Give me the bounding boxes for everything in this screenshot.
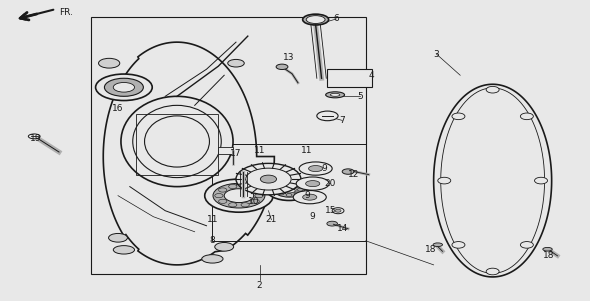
Ellipse shape (218, 199, 227, 203)
Ellipse shape (278, 184, 284, 187)
Ellipse shape (241, 185, 250, 189)
Ellipse shape (202, 255, 223, 263)
Ellipse shape (228, 185, 237, 189)
Ellipse shape (317, 111, 338, 121)
Ellipse shape (294, 184, 300, 187)
Ellipse shape (236, 163, 301, 195)
Text: 4: 4 (369, 71, 375, 80)
Ellipse shape (275, 188, 281, 191)
Ellipse shape (224, 189, 254, 203)
Text: 10: 10 (248, 197, 260, 206)
Ellipse shape (309, 166, 323, 172)
Text: 18: 18 (425, 245, 437, 254)
Ellipse shape (215, 194, 223, 198)
Ellipse shape (303, 14, 329, 25)
Ellipse shape (278, 192, 284, 195)
Text: 19: 19 (30, 134, 41, 143)
Ellipse shape (535, 177, 548, 184)
Ellipse shape (96, 74, 152, 101)
Ellipse shape (241, 203, 250, 207)
Ellipse shape (133, 105, 221, 178)
Ellipse shape (276, 64, 288, 70)
Ellipse shape (113, 82, 135, 92)
Text: 5: 5 (357, 92, 363, 101)
Ellipse shape (28, 134, 40, 139)
Ellipse shape (213, 183, 265, 208)
Text: 18: 18 (543, 251, 555, 260)
Ellipse shape (294, 192, 300, 195)
Ellipse shape (306, 181, 320, 187)
Ellipse shape (228, 203, 237, 207)
Ellipse shape (326, 92, 345, 98)
Text: 3: 3 (434, 50, 440, 59)
Text: 16: 16 (112, 104, 124, 113)
Polygon shape (434, 84, 552, 277)
Ellipse shape (255, 194, 263, 198)
Text: 12: 12 (348, 170, 360, 179)
Ellipse shape (145, 116, 209, 167)
Text: 6: 6 (333, 14, 339, 23)
Text: 20: 20 (324, 179, 336, 188)
Ellipse shape (121, 96, 233, 187)
Text: 9: 9 (322, 164, 327, 173)
Bar (327, 69, 372, 87)
Ellipse shape (251, 199, 260, 203)
Ellipse shape (282, 186, 296, 193)
Ellipse shape (543, 247, 552, 251)
Text: 21: 21 (266, 215, 277, 224)
Ellipse shape (296, 177, 329, 190)
Ellipse shape (452, 242, 465, 248)
Bar (212, 144, 366, 241)
Ellipse shape (297, 188, 303, 191)
Ellipse shape (113, 246, 135, 254)
Ellipse shape (306, 16, 325, 23)
Ellipse shape (299, 162, 332, 175)
Bar (91, 17, 366, 274)
Text: 17: 17 (230, 149, 242, 158)
Text: 9: 9 (310, 212, 316, 221)
Ellipse shape (251, 188, 260, 192)
Ellipse shape (335, 209, 341, 212)
Text: FR.: FR. (59, 8, 73, 17)
Ellipse shape (327, 221, 337, 226)
Ellipse shape (452, 113, 465, 119)
Ellipse shape (332, 208, 344, 214)
Bar (218, 147, 233, 154)
Ellipse shape (486, 86, 499, 93)
Text: 11: 11 (301, 146, 313, 155)
Text: 11: 11 (254, 146, 266, 155)
Ellipse shape (228, 59, 244, 67)
Text: 15: 15 (324, 206, 336, 215)
Ellipse shape (330, 93, 340, 96)
Text: 14: 14 (336, 224, 348, 233)
Bar (136, 114, 218, 175)
Text: 13: 13 (283, 53, 295, 62)
Text: 7: 7 (339, 116, 345, 125)
Ellipse shape (433, 243, 442, 247)
Ellipse shape (215, 243, 234, 251)
Text: 11: 11 (206, 215, 218, 224)
Text: 8: 8 (209, 236, 215, 245)
Ellipse shape (205, 179, 273, 212)
Ellipse shape (303, 194, 317, 200)
Ellipse shape (520, 242, 533, 248)
Ellipse shape (109, 234, 127, 242)
Ellipse shape (286, 194, 292, 197)
Text: 2: 2 (257, 281, 263, 290)
Ellipse shape (104, 78, 143, 96)
Ellipse shape (260, 175, 277, 183)
Ellipse shape (486, 268, 499, 275)
Ellipse shape (267, 179, 312, 200)
Ellipse shape (218, 188, 227, 192)
Ellipse shape (342, 169, 354, 174)
Ellipse shape (438, 177, 451, 184)
Ellipse shape (286, 183, 292, 186)
Ellipse shape (99, 58, 120, 68)
Ellipse shape (245, 168, 291, 190)
Ellipse shape (274, 182, 304, 197)
Ellipse shape (293, 191, 326, 204)
Ellipse shape (520, 113, 533, 119)
Polygon shape (103, 42, 274, 265)
Text: 9: 9 (304, 191, 310, 200)
